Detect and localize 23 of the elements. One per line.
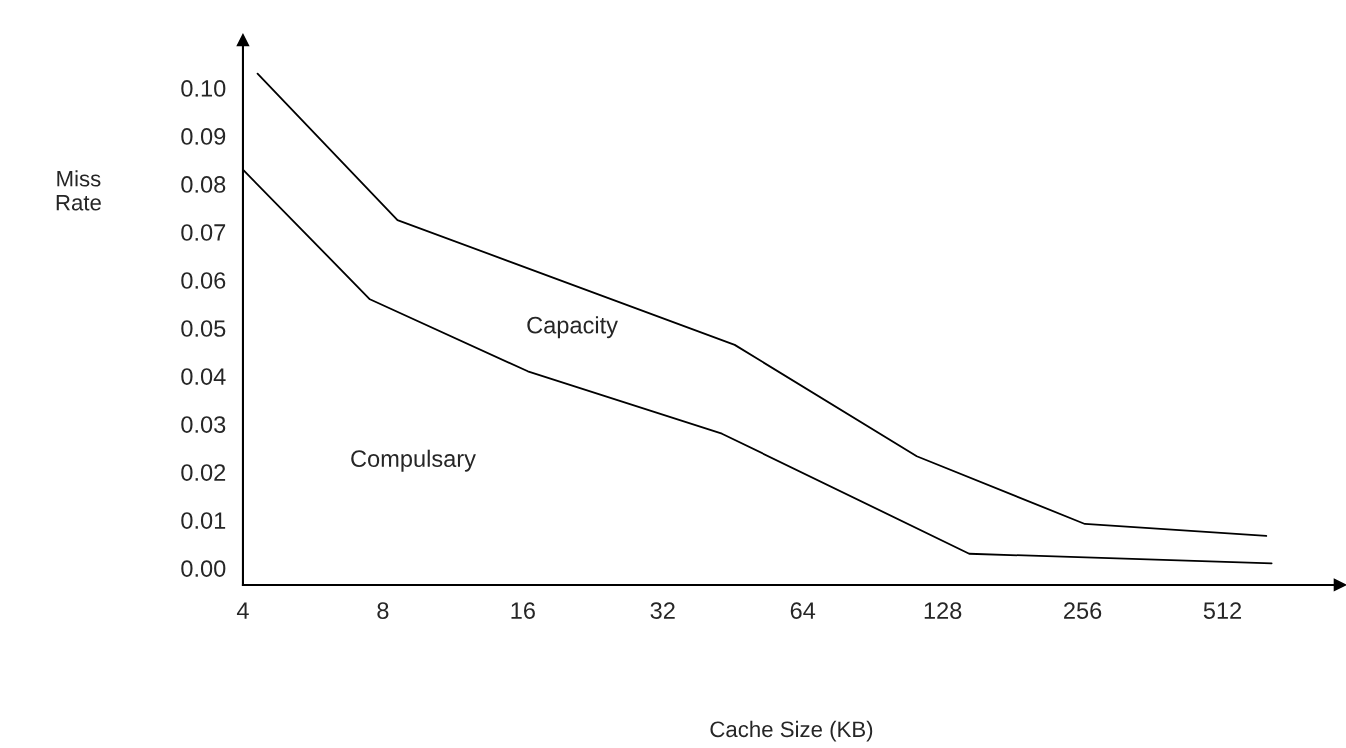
x-tick-label: 256 bbox=[1064, 602, 1102, 619]
y-tick-label: 0.10 bbox=[181, 80, 226, 97]
y-tick-label: 0.02 bbox=[181, 464, 226, 481]
y-tick-label: 0.00 bbox=[181, 560, 226, 577]
annotation: Compulsary bbox=[351, 449, 476, 472]
x-tick-label: 512 bbox=[1203, 602, 1242, 619]
y-tick-label: 0.05 bbox=[181, 320, 226, 337]
y-tick-label: 0.07 bbox=[181, 224, 226, 241]
x-tick-label: 16 bbox=[511, 602, 535, 619]
x-tick-label: 4 bbox=[236, 602, 249, 619]
x-tick-label: 128 bbox=[924, 602, 962, 619]
y-tick-label: 0.04 bbox=[181, 368, 226, 385]
y-axis-title: Miss Rate bbox=[56, 170, 101, 211]
y-tick-label: 0.09 bbox=[181, 128, 226, 145]
annotation: Capacity bbox=[527, 316, 618, 339]
y-tick-label: 0.06 bbox=[181, 272, 226, 289]
y-tick-label: 0.03 bbox=[181, 416, 226, 433]
x-tick-label: 32 bbox=[650, 602, 675, 619]
y-tick-label: 0.08 bbox=[181, 176, 226, 193]
x-tick-label: 64 bbox=[790, 602, 816, 619]
x-tick-label: 8 bbox=[377, 602, 389, 619]
x-axis-title: Cache Size (KB) bbox=[710, 720, 873, 742]
y-tick-label: 0.01 bbox=[181, 512, 226, 529]
